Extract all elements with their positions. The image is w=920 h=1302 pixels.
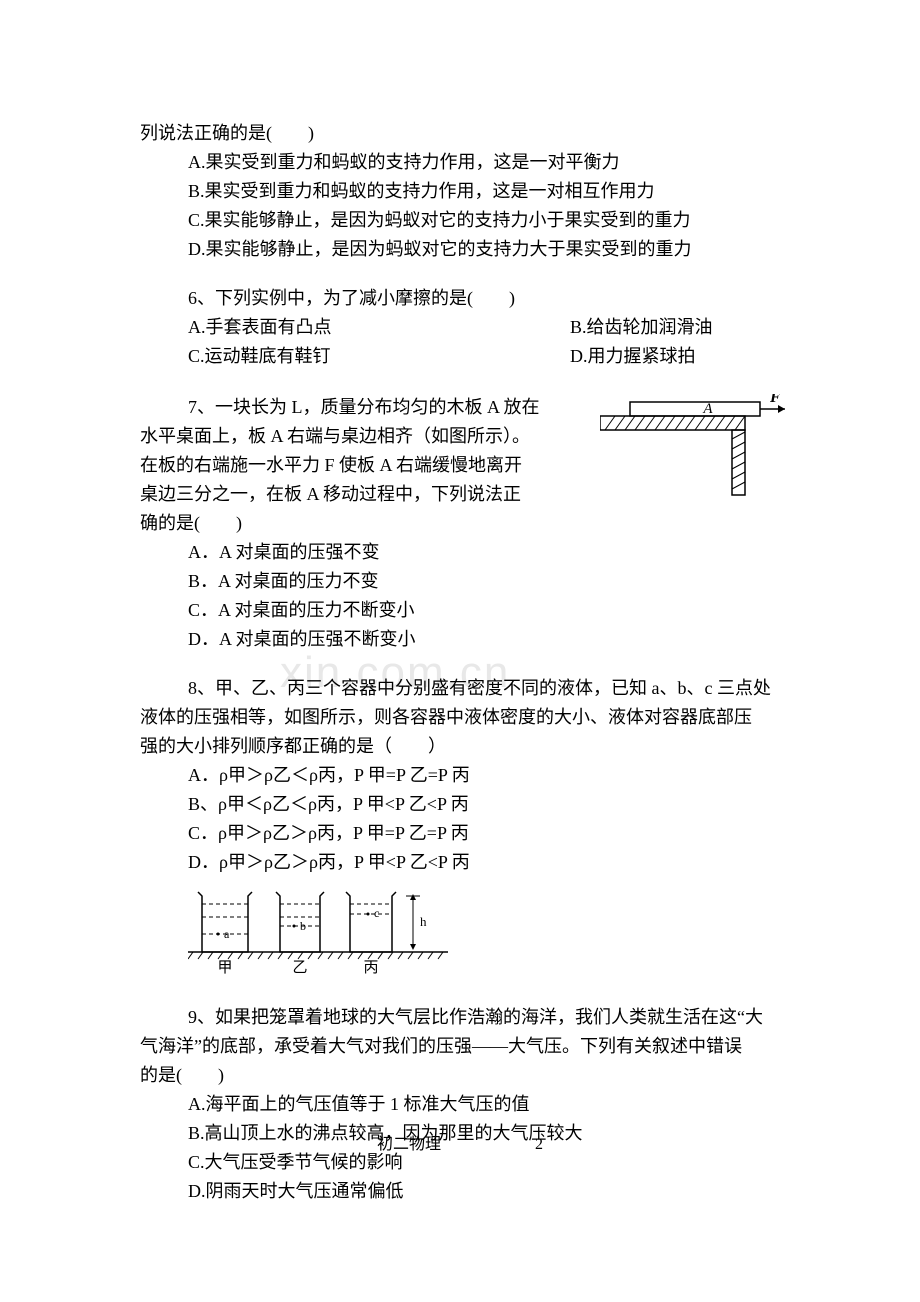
q6-option-a: A.手套表面有凸点 <box>140 314 570 341</box>
q8-option-b: B、ρ甲＜ρ乙＜ρ丙，P 甲<P 乙<P 丙 <box>140 791 790 818</box>
q7-option-d: D．A 对桌面的压强不断变小 <box>140 626 790 653</box>
q8-figure: a 甲 b 乙 c 丙 h <box>188 884 790 982</box>
q8-option-a: A．ρ甲＞ρ乙＜ρ丙，P 甲=P 乙=P 丙 <box>140 762 790 789</box>
q7-stem-l4: 桌边三分之一，在板 A 移动过程中，下列说法正 <box>140 481 580 508</box>
q5-option-a: A.果实受到重力和蚂蚁的支持力作用，这是一对平衡力 <box>140 149 790 176</box>
q8-stem-l3: 强的大小排列顺序都正确的是（ ） <box>140 733 790 760</box>
q7-label-a: A <box>702 401 713 417</box>
q8-label-jia: 甲 <box>217 960 232 974</box>
q6-option-d: D.用力握紧球拍 <box>570 343 790 370</box>
q7-stem-l1: 7、一块长为 L，质量分布均匀的木板 A 放在 <box>140 394 580 421</box>
q8-label-bing: 丙 <box>363 960 378 974</box>
q8-container-yi: b <box>276 892 324 952</box>
q9-stem-l2: 气海洋”的底部，承受着大气对我们的压强——大气压。下列有关叙述中错误 <box>140 1033 790 1060</box>
q6-option-b: B.给齿轮加润滑油 <box>570 314 790 341</box>
q7-option-c: C．A 对桌面的压力不断变小 <box>140 597 790 624</box>
q9-stem-l1: 9、如果把笼罩着地球的大气层比作浩瀚的海洋，我们人类就生活在这“大 <box>140 1004 790 1031</box>
q6-option-c: C.运动鞋底有鞋钉 <box>140 343 570 370</box>
q8-point-b-label: b <box>300 919 306 933</box>
q5-option-d: D.果实能够静止，是因为蚂蚁对它的支持力大于果实受到的重力 <box>140 236 790 263</box>
q9-option-d: D.阴雨天时大气压通常偏低 <box>140 1178 790 1205</box>
q9-option-a: A.海平面上的气压值等于 1 标准大气压的值 <box>140 1091 790 1118</box>
q8-stem-l2: 液体的压强相等，如图所示，则各容器中液体密度的大小、液体对容器底部压 <box>140 704 790 731</box>
q7-figure: A F <box>600 394 790 539</box>
q8-option-c: C．ρ甲＞ρ乙＞ρ丙，P 甲=P 乙=P 丙 <box>140 820 790 847</box>
q8-height-indicator: h <box>406 894 427 950</box>
q8-label-h: h <box>420 914 427 929</box>
q7-stem-l5: 确的是( ) <box>140 510 580 537</box>
q5-option-b: B.果实受到重力和蚂蚁的支持力作用，这是一对相互作用力 <box>140 178 790 205</box>
q5-option-c: C.果实能够静止，是因为蚂蚁对它的支持力小于果实受到的重力 <box>140 207 790 234</box>
q8-point-c-label: c <box>374 906 379 920</box>
footer-subject: 初二物理 <box>377 1133 441 1157</box>
q8-option-d: D．ρ甲＞ρ乙＞ρ丙，P 甲<P 乙<P 丙 <box>140 849 790 876</box>
q9-stem-l3: 的是( ) <box>140 1062 790 1089</box>
q7-option-b: B．A 对桌面的压力不变 <box>140 568 790 595</box>
q7-option-a: A．A 对桌面的压强不变 <box>140 539 790 566</box>
q8-container-bing: c <box>346 892 396 952</box>
q7-stem-l3: 在板的右端施一水平力 F 使板 A 右端缓慢地离开 <box>140 452 580 479</box>
q8-label-yi: 乙 <box>292 960 307 974</box>
footer-page-number: 2 <box>535 1133 543 1157</box>
q7-label-f: F <box>769 394 781 406</box>
q8-stem-l1: 8、甲、乙、丙三个容器中分别盛有密度不同的液体，已知 a、b、c 三点处 <box>140 675 790 702</box>
q7-stem-l2: 水平桌面上，板 A 右端与桌边相齐（如图所示）。 <box>140 423 580 450</box>
q6-stem: 6、下列实例中，为了减小摩擦的是( ) <box>140 285 790 312</box>
q8-point-a-label: a <box>224 927 230 941</box>
q5-stem-tail: 列说法正确的是( ) <box>140 120 790 147</box>
q8-container-jia: a <box>198 892 252 952</box>
page-footer: 初二物理 2 <box>0 1133 920 1157</box>
